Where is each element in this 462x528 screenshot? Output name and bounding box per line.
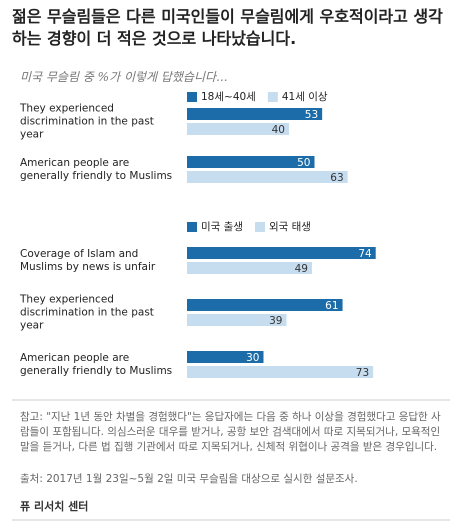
value-label: 30 (246, 352, 259, 364)
value-label: 39 (269, 315, 282, 327)
bar (187, 299, 343, 311)
legend-label: 18세~40세 (201, 91, 256, 103)
bar (187, 247, 376, 259)
legend-label: 41세 이상 (282, 91, 328, 103)
bar (187, 171, 348, 183)
bar (187, 123, 289, 135)
value-label: 63 (330, 172, 343, 184)
legend-label: 미국 출생 (201, 221, 243, 233)
bar (187, 366, 374, 378)
value-label: 50 (297, 157, 310, 169)
bar (187, 351, 264, 363)
note: 참고: "지난 1년 동안 차별을 경험했다"는 응답자에는 다음 중 하나 이… (20, 411, 441, 453)
value-label: 61 (325, 300, 338, 312)
category-label: They experienced discrimination in the p… (20, 293, 154, 331)
category-label: American people are generally friendly t… (20, 156, 173, 182)
legend-swatch (267, 92, 278, 102)
credit: 퓨 리서치 센터 (20, 500, 89, 513)
source: 출처: 2017년 1월 23일~5월 2일 미국 무슬림을 대상으로 실시한 … (20, 473, 358, 485)
value-label: 53 (305, 109, 318, 121)
legend-swatch (187, 92, 197, 102)
subtitle: 미국 무슬림 중 %가 이렇게 답했습니다... (20, 70, 228, 84)
value-label: 40 (272, 124, 285, 136)
value-label: 49 (295, 263, 308, 275)
bar (187, 314, 287, 326)
category-label: American people are generally friendly t… (20, 351, 173, 377)
legend-swatch (187, 222, 197, 232)
legend-swatch (254, 222, 265, 232)
value-label: 74 (358, 248, 372, 260)
value-label: 73 (356, 367, 369, 379)
category-label: They experienced discrimination in the p… (20, 102, 154, 140)
bar (187, 262, 312, 274)
bar (187, 156, 315, 168)
legend-label: 외국 태생 (269, 221, 311, 233)
bar (187, 108, 323, 120)
title: 젊은 무슬림들은 다른 미국인들이 무슬림에게 우호적이라고 생각하는 경향이 … (12, 7, 443, 48)
category-label: Coverage of Islam and Muslims by news is… (20, 247, 156, 273)
